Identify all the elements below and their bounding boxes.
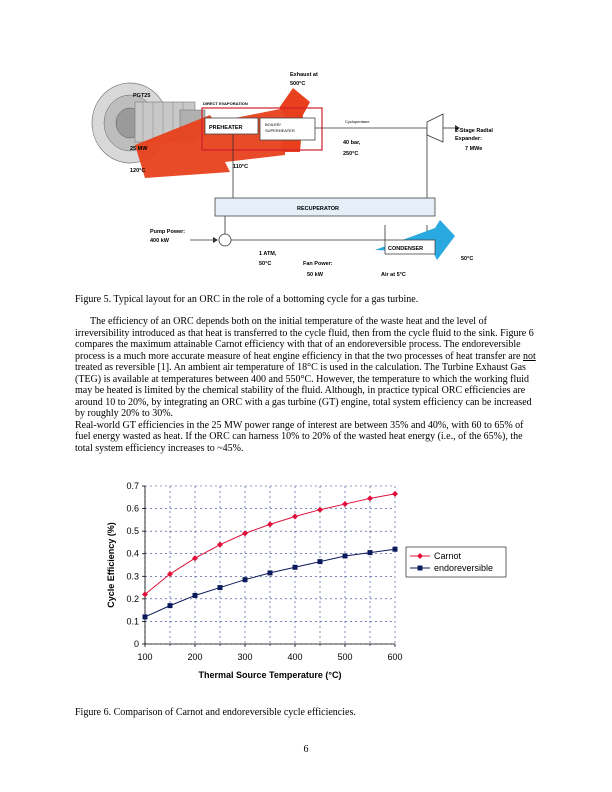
radial-expander-label-2: Expander: [455,136,482,142]
data-point-carnot [292,513,298,520]
page-number: 6 [303,744,309,755]
condenser-box [384,239,436,255]
temp-110-label: 110°C [233,164,248,170]
series-layer [142,490,398,620]
data-point-carnot [242,530,248,537]
direct-evaporation-label: DIRECT EVAPORATION [203,101,248,106]
x-tick-label: 400 [287,652,302,662]
piping [224,127,428,241]
y-tick-label: 0.3 [126,571,139,581]
atm-label: 1 ATM, [259,251,277,257]
pgt25-label: PGT25 [133,93,150,99]
x-tick-label: 200 [187,652,202,662]
axis-layer: 0 0.1 0.2 0.3 0.4 0.5 0.6 0.7 100 200 300 400 500 600 [126,481,402,662]
data-point-endoreversible [392,546,398,552]
data-point-endoreversible [192,592,198,598]
data-point-carnot [392,490,398,497]
pump-icon [218,233,232,247]
paragraph-2: Real-world GT efficiencies in the 25 MW … [75,419,524,454]
underlined-not: not [522,350,536,362]
data-point-endoreversible [217,585,223,591]
data-point-endoreversible [342,553,348,559]
x-tick-label: 300 [237,652,252,662]
legend-marker [417,565,423,571]
legend-box [405,546,507,578]
fan-kw-label: 50 kW [307,272,324,278]
cyclopentane-label: Cyclopentane [345,119,370,124]
data-point-carnot [342,501,348,508]
y-tick-label: 0.6 [126,504,139,514]
air-out-label: 50°C [461,256,473,262]
orc-layout-diagram: PGT25 Exhaust at 500°C 25 MW 120°C DIREC… [91,72,493,278]
fan-power-label: Fan Power: [303,261,333,267]
y-tick-label: 0.4 [126,549,139,559]
temp-50-label: 50°C [259,261,271,267]
direct-evaporation-box [201,107,323,151]
data-point-carnot [267,521,273,528]
data-point-endoreversible [292,564,298,570]
data-point-endoreversible [267,570,273,576]
pump-power-label: Pump Power: [150,229,185,235]
pump-kw-label: 400 kW [150,238,170,244]
temp-250-label: 250°C [343,151,358,157]
y-tick-label: 0.2 [126,594,139,604]
exhaust-temp-label: 500°C [290,81,305,87]
recuperator-box [214,197,436,217]
radial-expander-label-1: 2-Stage Radial [455,128,493,134]
pressure-label: 40 bar, [343,140,361,146]
x-tick-label: 100 [137,652,152,662]
legend-label: endoreversible [434,563,493,573]
boiler-label: BOILER/ [265,122,282,127]
grid-layer [144,485,396,645]
air-label: Air at 5°C [381,272,406,278]
figure6-caption: Figure 6. Comparison of Carnot and endor… [75,707,356,718]
y-tick-label: 0.5 [126,526,139,536]
data-point-carnot [367,495,373,502]
condenser-label: CONDENSER [388,246,423,252]
boiler-box [259,117,316,141]
y-tick-label: 0.7 [126,481,139,491]
data-point-carnot [217,541,223,548]
y-tick-label: 0.1 [126,616,139,626]
y-axis-label: Cycle Efficiency (%) [106,522,116,608]
exhaust-label: Exhaust at [290,72,318,78]
data-point-carnot [167,571,173,578]
data-point-endoreversible [367,550,373,556]
legend-label: Carnot [434,551,462,561]
data-point-carnot [317,506,323,513]
legend-marker [417,553,423,559]
data-point-endoreversible [242,577,248,583]
power-out-label: 7 MWe [465,146,482,152]
recuperator-label: RECUPERATOR [297,206,339,212]
x-axis-label: Thermal Source Temperature (°C) [199,670,342,680]
preheater-box [204,117,259,135]
data-point-carnot [142,591,148,598]
figure5-caption: Figure 5. Typical layout for an ORC in t… [75,294,419,305]
efficiency-chart: 0 0.1 0.2 0.3 0.4 0.5 0.6 0.7 100 200 300 400 500 600… [106,481,507,680]
chart-legend: Carnot endoreversible [405,546,507,578]
temp-120-label: 120°C [130,168,145,174]
expander-icon [426,113,444,143]
body-text: The efficiency of an ORC depends both on… [75,316,541,454]
y-tick-label: 0 [134,639,139,649]
gt-power-label: 25 MW [130,146,148,152]
data-point-carnot [192,555,198,562]
x-tick-label: 500 [337,652,352,662]
preheater-label: PREHEATER [209,125,243,131]
data-point-endoreversible [317,559,323,565]
data-point-endoreversible [142,614,148,620]
superheater-label: SUPERHEATER [265,128,295,133]
x-tick-label: 600 [387,652,402,662]
paragraph-1: The efficiency of an ORC depends both on… [75,316,536,419]
data-point-endoreversible [167,603,173,609]
series-line-carnot [144,493,396,595]
